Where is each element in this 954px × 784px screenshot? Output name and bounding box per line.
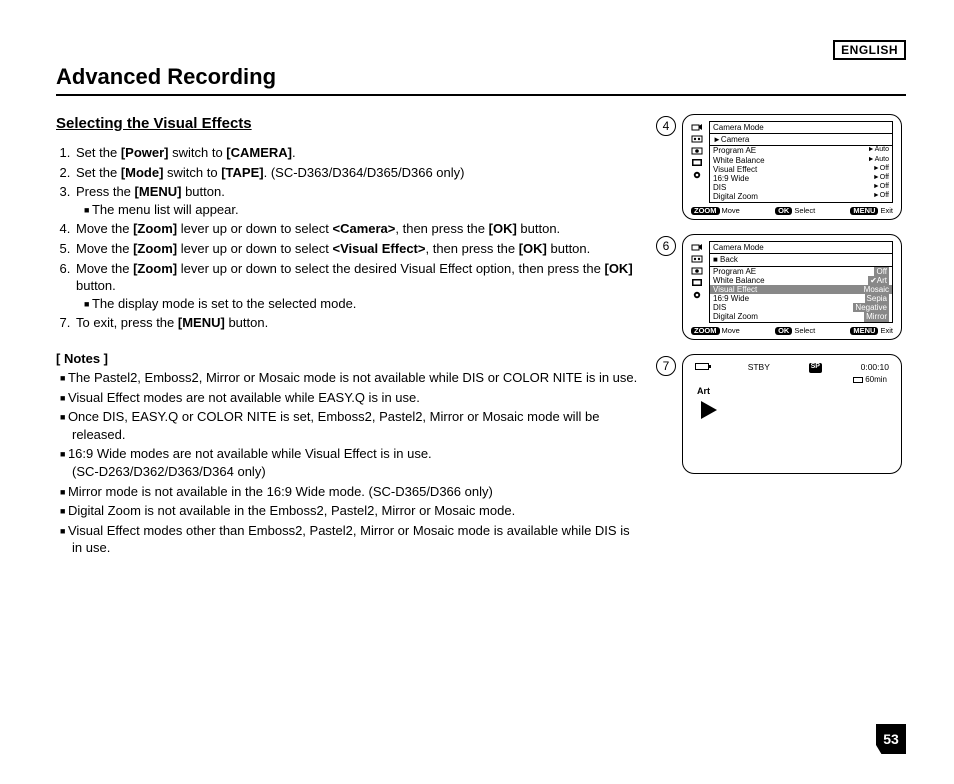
menu-row: White Balance✔Art xyxy=(710,276,892,285)
lcd-footer: ZOOMMove OKSelect MENUExit xyxy=(691,207,893,216)
menu-row: 16:9 WideSepia xyxy=(710,294,892,303)
battery-icon xyxy=(695,363,709,370)
step-3: Press the [MENU] button. The menu list w… xyxy=(74,183,638,218)
step-4: Move the [Zoom] lever up or down to sele… xyxy=(74,220,638,238)
step-5: Move the [Zoom] lever up or down to sele… xyxy=(74,240,638,258)
menu-row: DIS►Off xyxy=(710,183,892,192)
icon-column xyxy=(691,241,705,323)
lcd-screen-6: Camera Mode ■ Back Program AEOff White B… xyxy=(682,234,902,340)
notes-heading: [ Notes ] xyxy=(56,350,638,368)
camera-icon xyxy=(691,122,703,132)
menu-row: DISNegative xyxy=(710,303,892,312)
figure-4: 4 Camera Mode ►Came xyxy=(656,114,906,220)
note-1: The Pastel2, Emboss2, Mirror or Mosaic m… xyxy=(72,369,638,387)
note-2: Visual Effect modes are not available wh… xyxy=(72,389,638,407)
display-icon xyxy=(691,158,703,168)
gear-icon xyxy=(691,290,703,300)
step-3-sub: The menu list will appear. xyxy=(84,201,638,219)
note-6: Digital Zoom is not available in the Emb… xyxy=(72,502,638,520)
steps-list: Set the [Power] switch to [CAMERA]. Set … xyxy=(56,144,638,331)
note-7: Visual Effect modes other than Emboss2, … xyxy=(72,522,638,557)
note-5: Mirror mode is not available in the 16:9… xyxy=(72,483,638,501)
step-2: Set the [Mode] switch to [TAPE]. (SC-D36… xyxy=(74,164,638,182)
menu-box-6: Camera Mode ■ Back Program AEOff White B… xyxy=(709,241,893,323)
lcd-footer: ZOOMMove OKSelect MENUExit xyxy=(691,327,893,336)
tape-icon xyxy=(691,254,703,264)
menu-row: Visual Effect►Off xyxy=(710,165,892,174)
rec-icon xyxy=(691,146,703,156)
camera-icon xyxy=(691,242,703,252)
menu-rows: Program AE►Auto White Balance►Auto Visua… xyxy=(710,146,892,201)
effect-label: Art xyxy=(697,386,893,396)
play-icon xyxy=(701,401,717,419)
instructions-column: Selecting the Visual Effects Set the [Po… xyxy=(56,114,638,559)
menu-subheader: ■ Back xyxy=(710,254,892,266)
figure-6: 6 Camera Mode ■ Bac xyxy=(656,234,906,340)
note-4: 16:9 Wide modes are not available while … xyxy=(72,445,638,480)
figure-4-badge: 4 xyxy=(656,116,676,136)
tape-icon xyxy=(853,377,863,383)
display-icon xyxy=(691,278,703,288)
menu-subheader: ►Camera xyxy=(710,134,892,146)
figure-7-badge: 7 xyxy=(656,356,676,376)
step-6: Move the [Zoom] lever up or down to sele… xyxy=(74,260,638,313)
timecode: 0:00:10 xyxy=(861,363,889,373)
notes-list: The Pastel2, Emboss2, Mirror or Mosaic m… xyxy=(56,369,638,556)
menu-row: Digital Zoom►Off xyxy=(710,192,892,201)
note-3: Once DIS, EASY.Q or COLOR NITE is set, E… xyxy=(72,408,638,443)
step-6-sub: The display mode is set to the selected … xyxy=(84,295,638,313)
stby-label: STBY xyxy=(748,363,770,373)
gear-icon xyxy=(691,170,703,180)
page-number: 53 xyxy=(876,724,906,754)
step-7: To exit, press the [MENU] button. xyxy=(74,314,638,332)
figures-column: 4 Camera Mode ►Came xyxy=(656,114,906,559)
language-badge: ENGLISH xyxy=(833,40,906,60)
sp-badge: SP xyxy=(809,363,822,373)
menu-rows: Program AEOff White Balance✔Art Visual E… xyxy=(710,267,892,322)
menu-row: Program AEOff xyxy=(710,267,892,276)
figure-6-badge: 6 xyxy=(656,236,676,256)
menu-header: Camera Mode xyxy=(710,242,892,254)
menu-row: White Balance►Auto xyxy=(710,156,892,165)
menu-row: Program AE►Auto xyxy=(710,146,892,155)
menu-row: 16:9 Wide►Off xyxy=(710,174,892,183)
menu-row-selected: Visual EffectMosaic xyxy=(710,285,892,294)
menu-box-4: Camera Mode ►Camera Program AE►Auto Whit… xyxy=(709,121,893,203)
lcd-screen-7: STBY SP 0:00:10 60min Art xyxy=(682,354,902,474)
tape-icon xyxy=(691,134,703,144)
menu-row: Digital ZoomMirror xyxy=(710,312,892,321)
figure-7: 7 STBY SP 0:00:10 60min Art xyxy=(656,354,906,474)
minutes-remaining: 60min xyxy=(865,375,887,384)
step-1: Set the [Power] switch to [CAMERA]. xyxy=(74,144,638,162)
lcd-screen-4: Camera Mode ►Camera Program AE►Auto Whit… xyxy=(682,114,902,220)
rec-icon xyxy=(691,266,703,276)
icon-column xyxy=(691,121,705,203)
page-title: Advanced Recording xyxy=(56,64,906,96)
menu-header: Camera Mode xyxy=(710,122,892,134)
section-subheading: Selecting the Visual Effects xyxy=(56,114,638,134)
